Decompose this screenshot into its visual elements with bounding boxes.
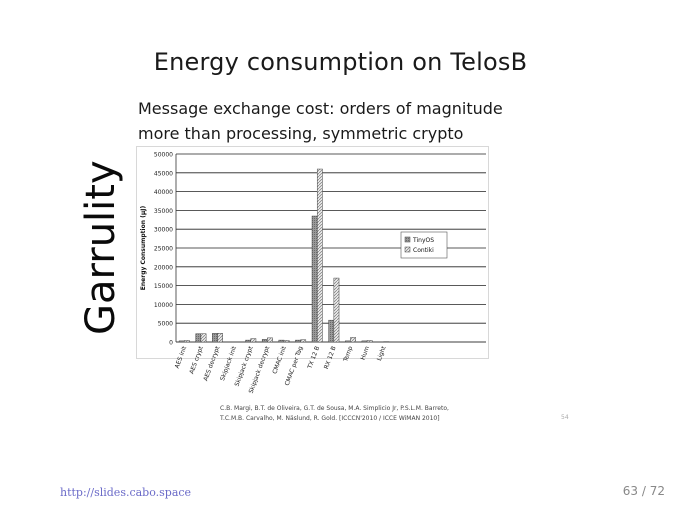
bar-contiki: [350, 337, 356, 343]
bar-tinyos: [311, 215, 318, 343]
x-tick-label: Hum: [360, 345, 371, 361]
bar-tinyos: [212, 333, 218, 343]
citation-line: C.B. Margi, B.T. de Oliveira, G.T. de So…: [220, 405, 449, 412]
subtitle-line: Message exchange cost: orders of magnitu…: [138, 99, 503, 118]
bar-contiki: [300, 339, 307, 343]
x-tick-label: AES crypt: [188, 345, 205, 375]
bar-contiki: [184, 340, 190, 343]
citation: C.B. Margi, B.T. de Oliveira, G.T. de So…: [220, 404, 449, 424]
x-tick-label: Light: [376, 345, 388, 362]
bar-contiki: [250, 338, 257, 343]
bar-contiki: [316, 168, 323, 343]
bar-tinyos: [245, 339, 252, 343]
y-tick-label: 20000: [154, 264, 173, 271]
slide-title: Energy consumption on TelosB: [153, 48, 528, 76]
x-tick-label: AES init: [174, 345, 189, 370]
bar-tinyos: [278, 339, 285, 343]
bar-tinyos: [195, 333, 202, 343]
x-tick-label: RX 12 B: [323, 345, 338, 370]
legend-swatch: [404, 246, 411, 253]
x-tick-label: Temp: [342, 345, 354, 364]
y-tick-label: 50000: [154, 152, 173, 159]
bar-contiki: [366, 340, 373, 343]
bar-contiki: [267, 337, 273, 343]
legend-label: TinyOS: [412, 237, 434, 244]
energy-chart: 0 5000 10000 15000 20000 25000 30000 35000 40000…: [136, 146, 489, 394]
y-tick-label: 25000: [154, 246, 173, 253]
side-label: Garrulity: [78, 160, 124, 335]
bar-tinyos: [328, 319, 335, 343]
inner-slide-number: 54: [561, 414, 569, 421]
bar-tinyos: [345, 340, 351, 343]
y-tick-label: 10000: [154, 302, 173, 309]
legend-swatch: [404, 236, 411, 243]
y-tick-label: 40000: [154, 189, 173, 196]
bar-tinyos: [295, 339, 301, 343]
legend: [400, 231, 448, 259]
bar-contiki: [283, 340, 290, 343]
y-tick-label: 15000: [154, 283, 173, 290]
x-tick-label: TX 12 B: [306, 345, 321, 370]
legend-label: Contiki: [413, 247, 434, 254]
x-tick-label: AES decrypt: [202, 345, 221, 382]
bar-tinyos: [178, 340, 185, 343]
y-tick-label: 35000: [154, 208, 173, 215]
bar-contiki: [333, 277, 340, 343]
y-axis-label: Energy Consumption (µJ): [140, 206, 147, 291]
y-tick-label: 45000: [154, 170, 173, 177]
chart-frame: [136, 146, 489, 359]
x-tick-label: Skipjack init: [219, 345, 238, 382]
slide-subtitle: Message exchange cost: orders of magnitu…: [138, 96, 503, 146]
bar-contiki: [200, 333, 207, 343]
bar-tinyos: [261, 339, 268, 343]
subtitle-line: more than processing, symmetric crypto: [138, 124, 464, 143]
y-tick-label: 5000: [158, 321, 173, 328]
x-tick-label: CMAC per Tag: [284, 345, 305, 387]
bar-contiki: [217, 333, 223, 343]
footer-url-link[interactable]: http://slides.cabo.space: [60, 486, 192, 499]
citation-line: T.C.M.B. Carvalho, M. Näslund, R. Gold. …: [220, 415, 440, 422]
y-tick-label: 0: [169, 340, 173, 347]
x-tick-label: CMAC init: [271, 345, 288, 375]
page-indicator: 63 / 72: [622, 484, 665, 498]
bar-tinyos: [361, 340, 368, 343]
y-tick-label: 30000: [154, 227, 173, 234]
